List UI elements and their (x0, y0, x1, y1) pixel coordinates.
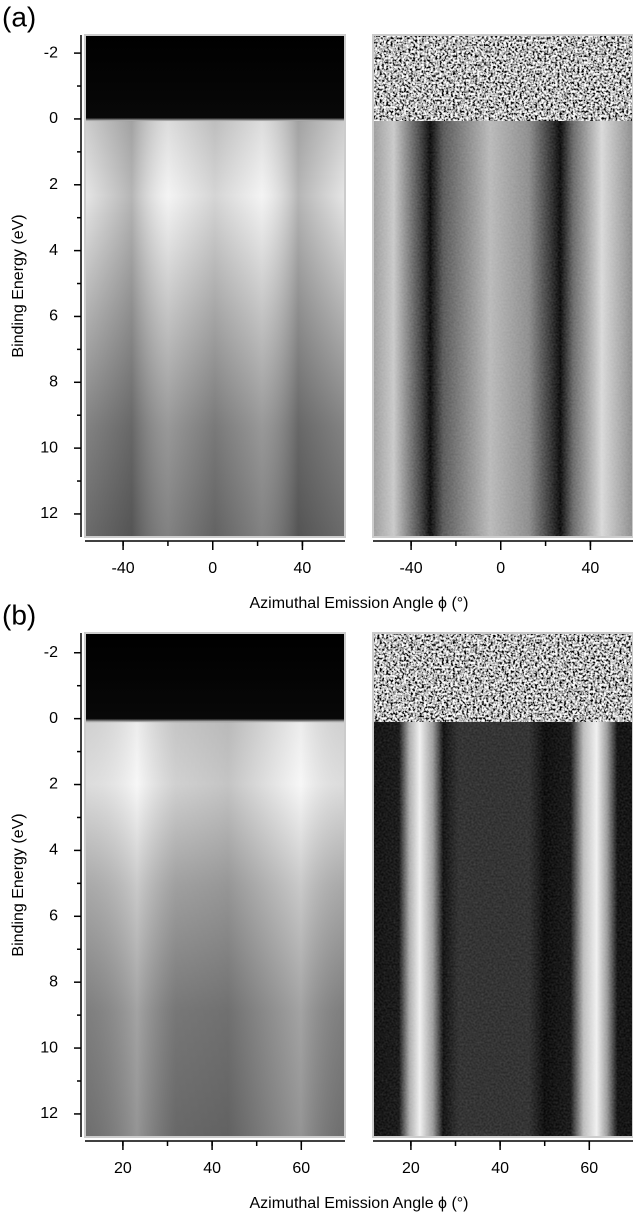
y-tick-label: 0 (49, 110, 58, 127)
x-tick-label: -40 (400, 560, 423, 577)
image-frame (84, 34, 346, 538)
x-tick-label: 0 (208, 560, 217, 577)
y-tick-label: -2 (44, 644, 58, 661)
spectrum-image-shade (85, 121, 345, 537)
x-tick-label: 20 (402, 1160, 420, 1177)
y-tick-label: 4 (49, 842, 58, 859)
difference-noise-top (373, 35, 633, 121)
x-tick-label: 0 (496, 560, 505, 577)
y-tick-label: 12 (40, 1105, 58, 1122)
y-tick-label: 4 (49, 242, 58, 259)
x-tick-label: 40 (203, 1160, 221, 1177)
y-tick-label: 12 (40, 505, 58, 522)
spectrum-image-shade (85, 722, 345, 1137)
y-axis-label: Binding Energy (eV) (10, 813, 27, 956)
difference-noise (373, 121, 633, 537)
x-axis-label: Azimuthal Emission Angle ϕ (°) (250, 595, 469, 612)
x-tick-label: 40 (491, 1160, 509, 1177)
y-tick-label: 2 (49, 176, 58, 193)
image-frame (372, 34, 633, 538)
x-tick-label: 60 (292, 1160, 310, 1177)
y-tick-label: 10 (40, 439, 58, 456)
y-tick-label: 8 (49, 374, 58, 391)
x-tick-label: 20 (114, 1160, 132, 1177)
difference-noise-top (373, 633, 633, 722)
x-tick-label: 60 (580, 1160, 598, 1177)
difference-noise (373, 722, 633, 1137)
image-frame (372, 632, 633, 1138)
x-tick-label: 40 (582, 560, 600, 577)
panel-label: (b) (2, 599, 36, 630)
y-axis-label: Binding Energy (eV) (10, 214, 27, 357)
x-tick-label: -40 (112, 560, 135, 577)
x-axis-label: Azimuthal Emission Angle ϕ (°) (250, 1195, 469, 1212)
image-frame (84, 632, 346, 1138)
y-tick-label: 6 (49, 308, 58, 325)
y-tick-label: 8 (49, 973, 58, 990)
y-tick-label: 10 (40, 1039, 58, 1056)
y-tick-label: 0 (49, 710, 58, 727)
panel-label: (a) (2, 1, 36, 32)
x-tick-label: 40 (294, 560, 312, 577)
y-tick-label: 6 (49, 908, 58, 925)
image-layers (84, 34, 633, 1138)
y-tick-label: 2 (49, 776, 58, 793)
y-tick-label: -2 (44, 44, 58, 61)
